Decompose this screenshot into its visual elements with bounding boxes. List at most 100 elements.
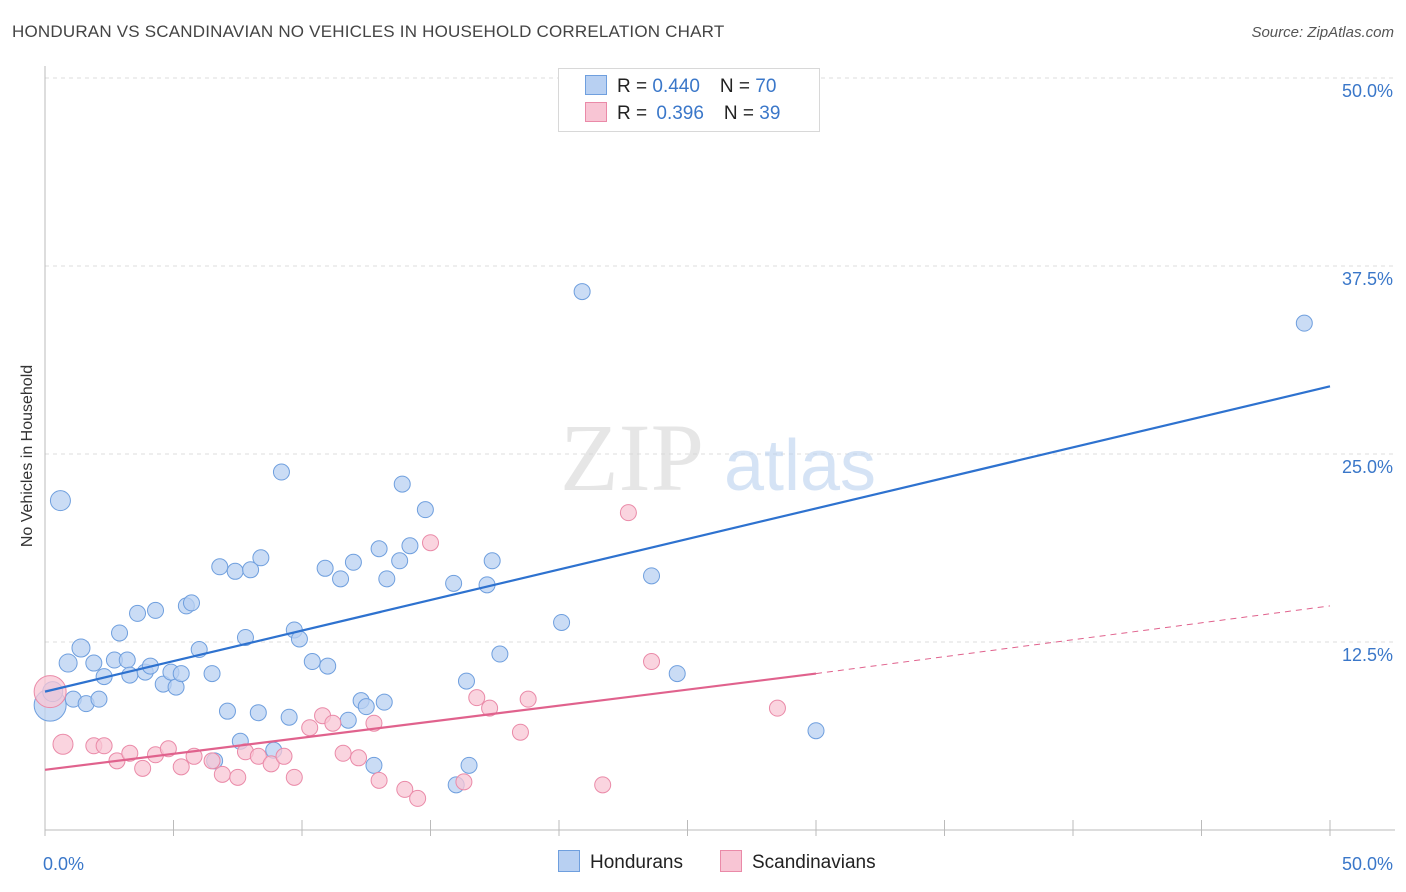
data-point-hondurans xyxy=(226,562,244,580)
legend-swatch-scandinavians xyxy=(585,101,607,122)
data-point-hondurans xyxy=(203,665,221,683)
bottom-legend-scandinavians: Scandinavians xyxy=(720,850,876,874)
data-point-hondurans xyxy=(370,540,388,558)
data-point-hondurans xyxy=(378,570,396,588)
trend-lines xyxy=(44,385,1331,771)
legend-swatch-hondurans xyxy=(585,74,607,95)
data-point-hondurans xyxy=(668,665,686,683)
data-point-hondurans xyxy=(211,558,229,576)
legend-n-label: N = xyxy=(723,103,760,124)
legend-row-hondurans: R = 0.440 N = 70 xyxy=(585,74,777,99)
data-point-hondurans xyxy=(249,704,267,722)
data-point-hondurans xyxy=(553,613,571,631)
data-point-hondurans xyxy=(90,690,108,708)
data-point-hondurans xyxy=(643,567,661,585)
tick-labels: 12.5% 25.0% 37.5% 50.0% 0.0% 50.0% xyxy=(43,81,1393,874)
data-point-hondurans xyxy=(332,570,350,588)
data-point-scandinavians xyxy=(481,699,499,717)
data-point-hondurans xyxy=(391,552,409,570)
data-point-scandinavians xyxy=(33,675,67,709)
data-point-scandinavians xyxy=(285,768,303,786)
bottom-legend-label: Scandinavians xyxy=(752,852,876,874)
data-point-hondurans xyxy=(393,475,411,493)
trend-line-extension-scandinavians xyxy=(815,605,1331,675)
data-point-hondurans xyxy=(182,594,200,612)
data-point-scandinavians xyxy=(275,747,293,765)
data-point-hondurans xyxy=(491,645,509,663)
watermark: ZIP atlas xyxy=(560,404,876,511)
data-point-scandinavians xyxy=(301,719,319,737)
data-point-scandinavians xyxy=(422,534,439,552)
bottom-legend-swatch-scandinavians xyxy=(720,850,742,872)
data-point-hondurans xyxy=(218,702,236,720)
data-point-hondurans xyxy=(71,638,91,658)
data-point-scandinavians xyxy=(455,773,473,791)
legend-row-scandinavians: R = 0.396 N = 39 xyxy=(585,101,781,126)
legend-r-label: R = xyxy=(617,76,653,97)
legend-n-label: N = xyxy=(719,76,756,97)
data-point-scandinavians xyxy=(350,749,368,767)
data-point-hondurans xyxy=(483,552,501,570)
data-point-scandinavians xyxy=(213,765,231,783)
data-point-hondurans xyxy=(172,665,190,683)
data-point-scandinavians xyxy=(396,780,414,798)
data-point-hondurans xyxy=(339,711,357,729)
data-point-hondurans xyxy=(573,283,591,301)
data-point-hondurans xyxy=(49,490,71,512)
gridlines xyxy=(45,77,1395,643)
data-point-scandinavians xyxy=(121,744,139,762)
data-point-hondurans xyxy=(111,624,129,642)
data-point-hondurans xyxy=(129,604,147,622)
data-point-hondurans xyxy=(58,653,78,673)
y-tick-label: 50.0% xyxy=(1342,81,1393,101)
data-point-hondurans xyxy=(85,654,103,672)
trend-line-hondurans xyxy=(44,385,1331,693)
data-point-scandinavians xyxy=(249,747,267,765)
data-point-scandinavians xyxy=(52,733,74,755)
data-point-hondurans xyxy=(280,708,298,726)
data-point-scandinavians xyxy=(159,740,177,758)
data-point-hondurans xyxy=(460,756,478,774)
legend-r-value: 0.396 xyxy=(656,103,704,124)
data-point-scandinavians xyxy=(409,789,427,807)
data-point-hondurans xyxy=(445,574,463,592)
axes xyxy=(44,66,1395,836)
data-point-scandinavians xyxy=(134,759,152,777)
legend-n-value: 70 xyxy=(755,76,777,97)
data-point-hondurans xyxy=(1295,314,1313,332)
data-point-scandinavians xyxy=(768,699,786,717)
data-point-hondurans xyxy=(242,561,260,579)
data-point-hondurans xyxy=(344,553,362,571)
data-point-scandinavians xyxy=(324,714,342,732)
data-points xyxy=(33,69,1313,807)
legend-r-value: 0.440 xyxy=(652,76,700,97)
data-point-hondurans xyxy=(319,657,337,675)
data-point-hondurans xyxy=(457,672,475,690)
watermark-zip: ZIP xyxy=(560,404,704,511)
stats-legend: R = 0.440 N = 70 R = 0.396 N = 39 xyxy=(558,68,820,132)
data-point-scandinavians xyxy=(334,744,352,762)
data-point-scandinavians xyxy=(619,504,637,522)
data-point-hondurans xyxy=(303,653,321,671)
watermark-atlas: atlas xyxy=(724,426,876,506)
x-tick-label: 50.0% xyxy=(1342,854,1393,874)
legend-n-value: 39 xyxy=(759,103,781,124)
y-tick-label: 25.0% xyxy=(1342,457,1393,477)
source-label: Source: ZipAtlas.com xyxy=(1251,24,1394,41)
data-point-scandinavians xyxy=(370,771,388,789)
data-point-hondurans xyxy=(807,722,825,740)
data-point-scandinavians xyxy=(468,689,486,707)
data-point-hondurans xyxy=(118,651,136,669)
y-tick-label: 37.5% xyxy=(1342,269,1393,289)
bottom-legend-label: Hondurans xyxy=(590,852,683,874)
chart-title: HONDURAN VS SCANDINAVIAN NO VEHICLES IN … xyxy=(12,22,725,41)
data-point-hondurans xyxy=(365,756,383,774)
data-point-hondurans xyxy=(316,559,334,577)
data-point-hondurans xyxy=(401,537,419,555)
data-point-scandinavians xyxy=(172,758,190,776)
data-point-hondurans xyxy=(147,601,165,619)
data-point-scandinavians xyxy=(643,653,661,671)
data-point-hondurans xyxy=(272,463,290,481)
data-point-scandinavians xyxy=(511,723,529,741)
